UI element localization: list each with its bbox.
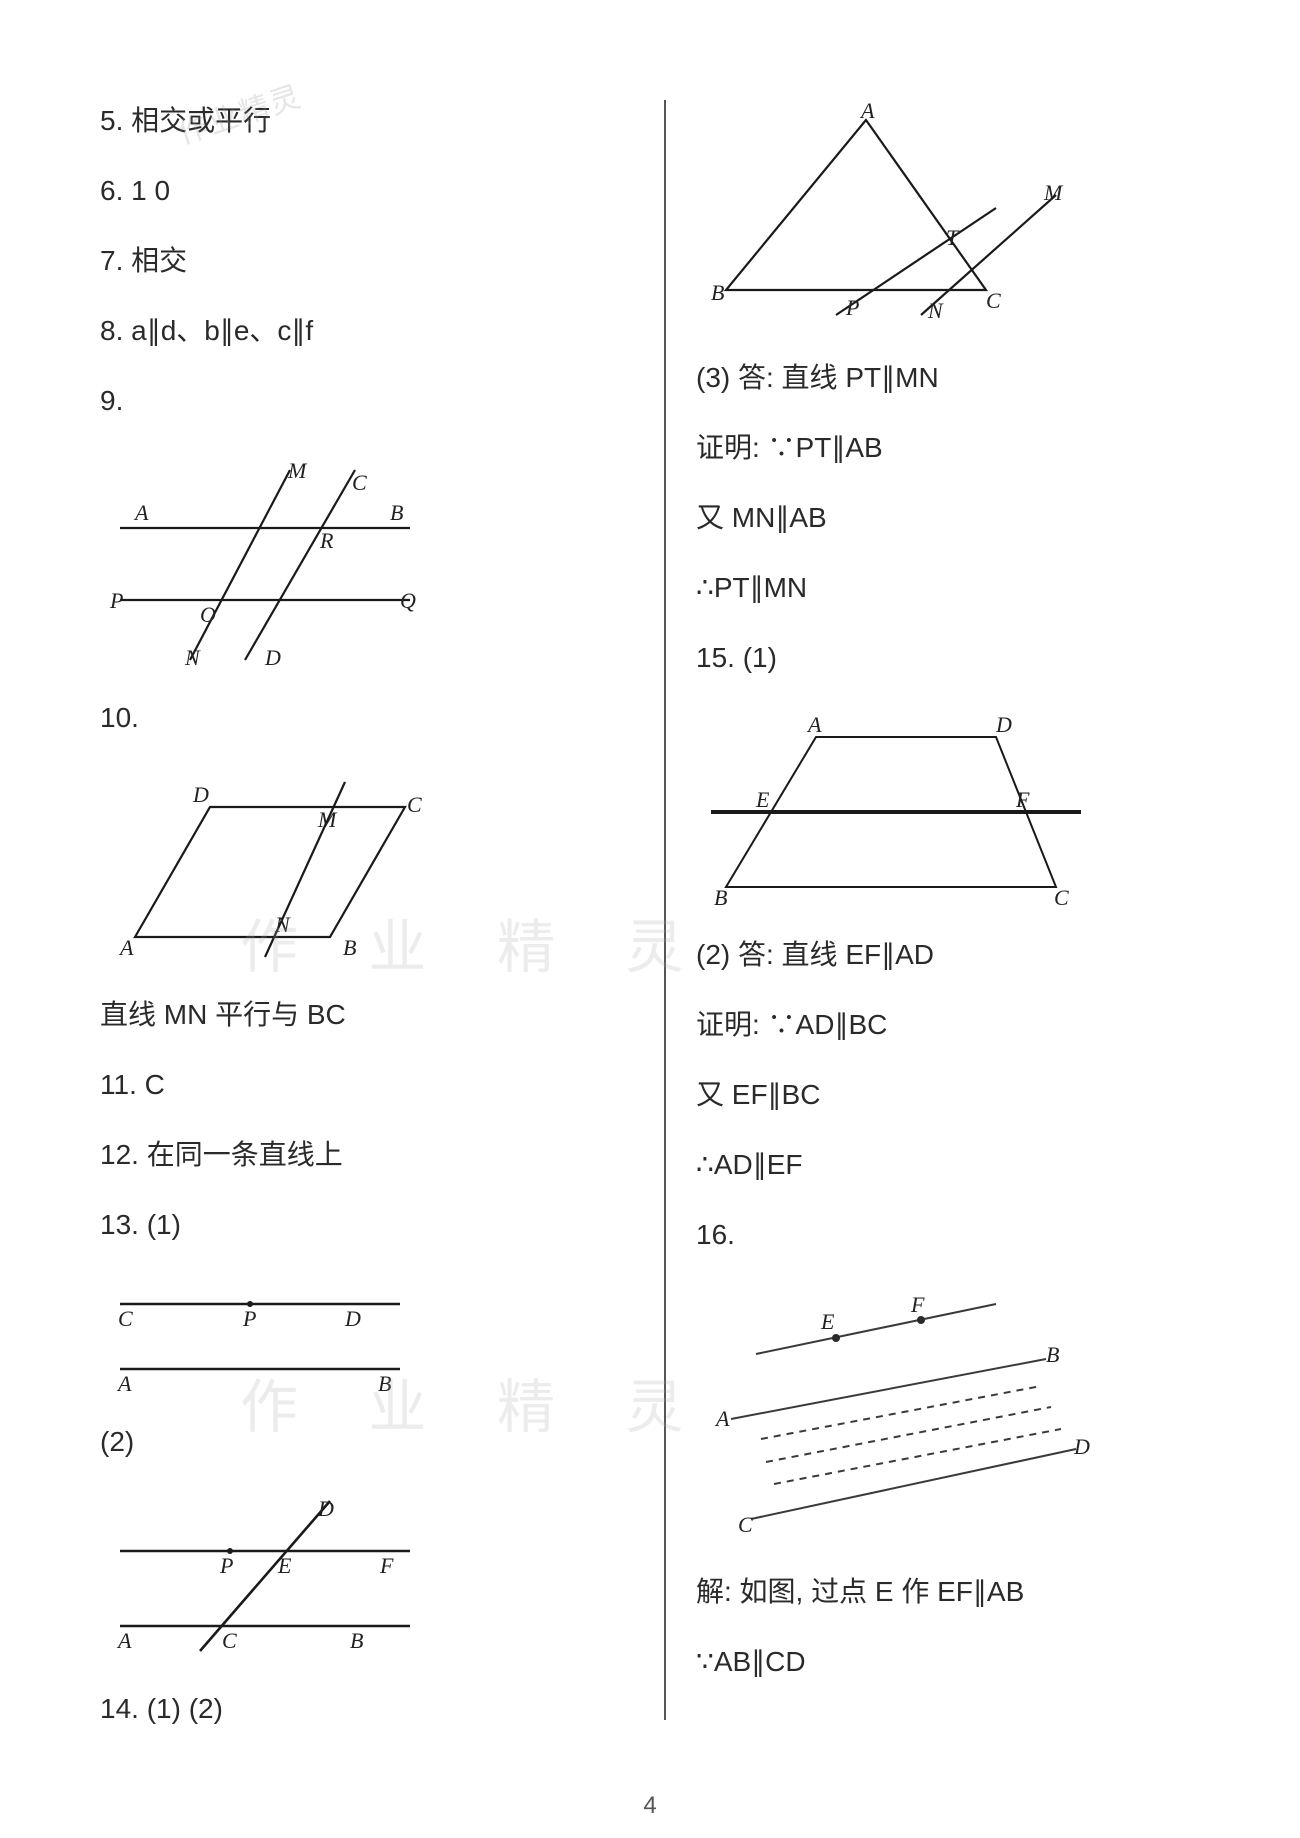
proof2-a: 证明: ∵AD∥BC [696,1004,1230,1046]
answer-9: 9. [100,380,634,422]
proof1-b: 又 MN∥AB [696,497,1230,539]
label-A: A [116,1371,132,1394]
label-F: F [1015,787,1030,812]
label-C: C [352,470,367,495]
label-T: T [946,225,960,250]
label-C: C [738,1512,753,1537]
label-B: B [711,280,724,305]
label-C: C [1054,885,1069,907]
label-A: A [859,100,875,123]
page-number: 4 [643,1792,656,1820]
solution-16-b: ∵AB∥CD [696,1641,1230,1683]
answer-10-note: 直线 MN 平行与 BC [100,994,634,1036]
label-F: F [910,1292,925,1317]
label-N: N [274,912,291,937]
label-N: N [184,645,201,670]
answer-8: 8. a∥d、b∥e、c∥f [100,310,634,352]
label-A: A [116,1628,132,1653]
answer-7: 7. 相交 [100,240,634,282]
label-C: C [222,1628,237,1653]
page-content: 5. 相交或平行 6. 1 0 7. 相交 8. a∥d、b∥e、c∥f 9. … [0,0,1300,1760]
answer-13-1: 13. (1) [100,1204,634,1246]
label-R: R [319,528,334,553]
answer-10: 10. [100,697,634,739]
proof1-a: 证明: ∵PT∥AB [696,427,1230,469]
label-D: D [192,782,209,807]
figure-13-1: C P D A B [100,1274,634,1399]
label-A: A [118,935,134,960]
figure-10: A B C D M N [100,767,634,972]
label-M: M [317,807,338,832]
label-D: D [317,1496,334,1521]
column-divider [664,100,666,1720]
label-P: P [242,1306,256,1331]
figure-13-2: D P E F A C B [100,1491,634,1666]
label-N: N [927,298,944,323]
answer-11: 11. C [100,1064,634,1106]
figure-9: A B P Q M C N D O R [100,450,634,675]
label-P: P [845,295,859,320]
label-A: A [133,500,149,525]
label-A: A [714,1406,730,1431]
figure-16: E F A B C D [696,1284,1230,1549]
proof2-c: ∴AD∥EF [696,1144,1230,1186]
label-C: C [407,792,422,817]
label-B: B [350,1628,363,1653]
label-D: D [344,1306,361,1331]
answer-6: 6. 1 0 [100,170,634,212]
label-C: C [986,288,1001,313]
label-C: C [118,1306,133,1331]
label-F: F [379,1553,394,1578]
label-M: M [1043,180,1064,205]
answer-15: 15. (1) [696,637,1230,679]
label-A: A [806,712,822,737]
label-O: O [200,602,216,627]
right-column: A B C P N T M (3) 答: 直线 PT∥MN 证明: ∵PT∥AB… [696,100,1230,1720]
figure-15: A D B C E F [696,707,1230,912]
label-B: B [343,935,356,960]
answer-14: 14. (1) (2) [100,1688,634,1730]
proof1-c: ∴PT∥MN [696,567,1230,609]
figure-14: A B C P N T M [696,100,1230,335]
answer-15-2: (2) 答: 直线 EF∥AD [696,934,1230,976]
label-D: D [995,712,1012,737]
label-Q: Q [400,588,416,613]
answer-14-3: (3) 答: 直线 PT∥MN [696,357,1230,399]
label-B: B [378,1371,391,1394]
label-E: E [277,1553,292,1578]
label-E: E [755,787,770,812]
left-column: 5. 相交或平行 6. 1 0 7. 相交 8. a∥d、b∥e、c∥f 9. … [100,100,634,1720]
label-B: B [390,500,403,525]
label-M: M [287,458,308,483]
answer-13-2: (2) [100,1421,634,1463]
label-B: B [714,885,727,907]
label-B: B [1046,1342,1059,1367]
answer-5: 5. 相交或平行 [100,100,634,142]
label-D: D [264,645,281,670]
label-D: D [1073,1434,1090,1459]
proof2-b: 又 EF∥BC [696,1074,1230,1116]
answer-12: 12. 在同一条直线上 [100,1134,634,1176]
solution-16-a: 解: 如图, 过点 E 作 EF∥AB [696,1571,1230,1613]
label-P: P [109,588,123,613]
label-E: E [820,1309,835,1334]
label-P: P [219,1553,233,1578]
answer-16: 16. [696,1214,1230,1256]
